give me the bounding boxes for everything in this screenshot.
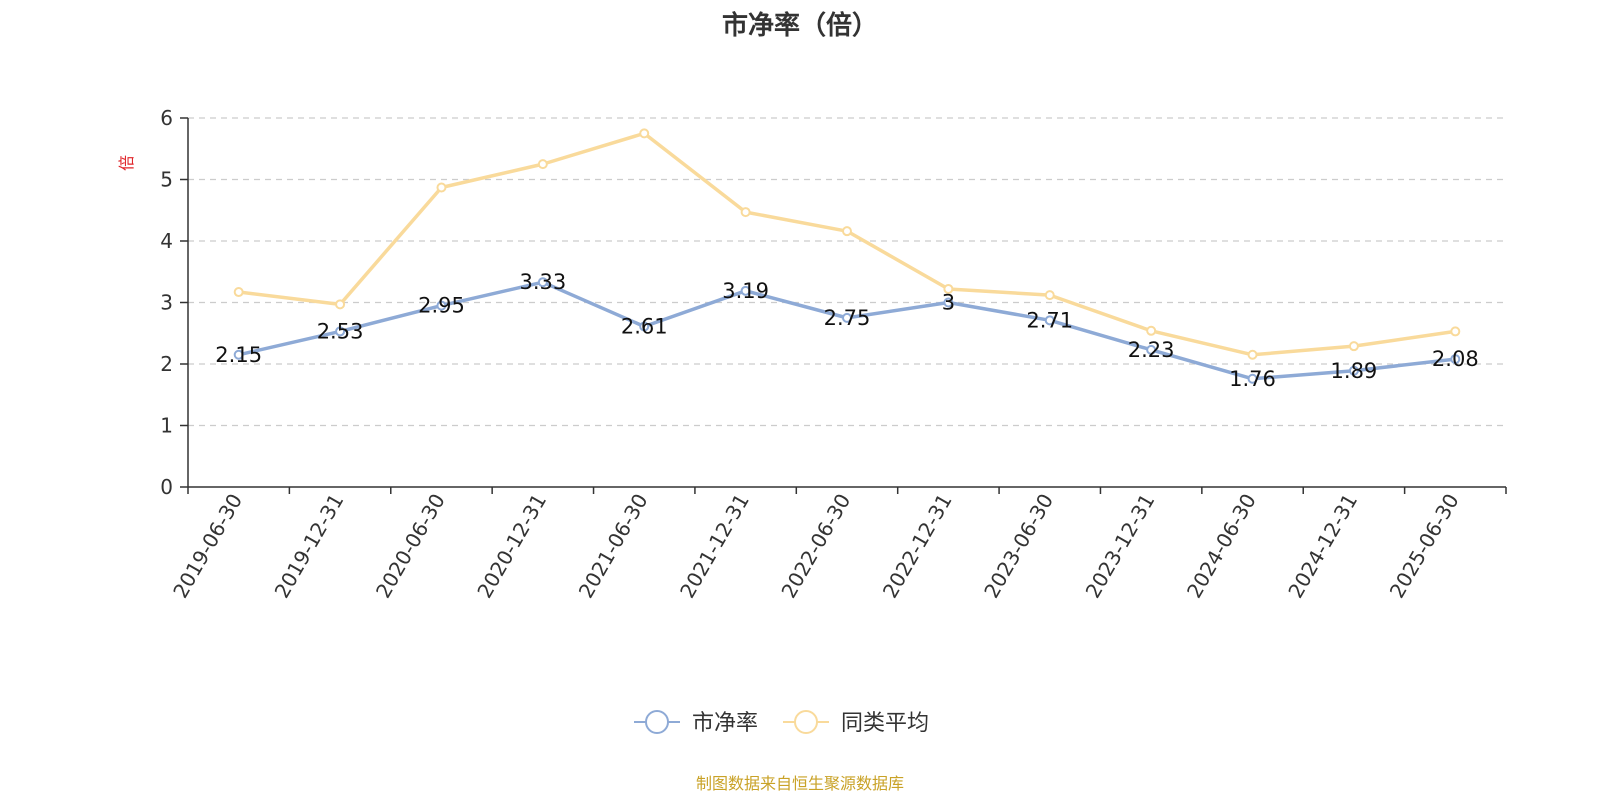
y-tick-label: 2: [160, 352, 173, 376]
legend-marker: [794, 710, 818, 734]
data-point: [537, 159, 548, 170]
data-point: [943, 283, 954, 294]
data-point: [842, 226, 852, 237]
data-point: [1044, 315, 1055, 326]
data-point: [233, 287, 244, 298]
data-point: [639, 321, 650, 332]
x-tick-label: 2020-12-31: [472, 490, 551, 603]
data-point: [740, 285, 751, 296]
data-point: [537, 277, 548, 288]
data-point: [639, 128, 650, 139]
data-label: 2.53: [317, 319, 364, 343]
x-tick-label: 2023-06-30: [979, 490, 1058, 603]
x-tick-label: 2022-06-30: [776, 490, 855, 603]
data-point: [740, 207, 751, 218]
data-point: [1450, 326, 1461, 337]
data-label: 1.76: [1229, 367, 1276, 391]
data-label: 1.89: [1331, 359, 1378, 383]
data-point: [943, 297, 954, 308]
x-tick-label: 2019-06-30: [168, 490, 247, 603]
data-label: 2.61: [621, 314, 668, 338]
y-axis-label: 倍: [117, 155, 136, 171]
data-point: [1450, 354, 1461, 365]
x-tick-label: 2025-06-30: [1385, 490, 1464, 603]
data-point: [1247, 349, 1258, 360]
y-tick-label: 5: [160, 168, 173, 192]
y-tick-label: 3: [160, 291, 173, 315]
x-tick-label: 2020-06-30: [371, 490, 450, 603]
series-2: [233, 128, 1461, 360]
legend-marker: [645, 710, 669, 734]
x-tick-label: 2022-12-31: [878, 490, 957, 603]
axes: 0 1 2 3 4 5 6 2019-06-30 2019-12-31 2020-06-30 202…: [160, 106, 1507, 603]
data-label: 2.71: [1026, 308, 1073, 332]
x-tick-label: 2021-12-31: [675, 490, 754, 603]
data-point: [436, 300, 447, 311]
data-point: [842, 312, 852, 323]
data-point: [1348, 341, 1359, 352]
series-lines: [233, 128, 1461, 384]
legend-label: 同类平均: [841, 711, 929, 736]
data-label: 3.19: [722, 279, 769, 303]
data-point: [1146, 325, 1157, 336]
x-tick-label: 2021-06-30: [574, 490, 653, 603]
x-tick-label: 2023-12-31: [1081, 490, 1160, 603]
legend-label: 市净率: [692, 711, 758, 736]
y-tick-label: 4: [160, 229, 173, 253]
x-tick-label: 2024-12-31: [1283, 490, 1362, 603]
data-labels: 2.15 2.53 2.95 3.33 2.61 3.19 2.75 3 2.71 2.23 1.7…: [215, 270, 1478, 391]
data-point: [436, 182, 447, 193]
series-1: [233, 277, 1461, 384]
y-tick-label: 1: [160, 414, 173, 438]
x-tick-label: 2024-06-30: [1182, 490, 1261, 603]
x-tick-label: 2019-12-31: [270, 490, 349, 603]
data-label: 2.95: [418, 294, 465, 318]
source-note: 制图数据来自恒生聚源数据库: [696, 774, 904, 793]
y-tick-label: 0: [160, 475, 173, 499]
data-label: 2.23: [1128, 338, 1175, 362]
chart-title: 市净率（倍）: [722, 10, 878, 41]
data-point: [335, 299, 346, 310]
y-tick-label: 6: [160, 106, 173, 130]
data-point: [233, 349, 244, 360]
data-point: [335, 326, 346, 337]
data-label: 2.15: [215, 343, 262, 367]
legend: 市净率 同类平均: [634, 710, 929, 736]
data-point: [1247, 373, 1258, 384]
data-point: [1348, 365, 1359, 376]
legend-item-2: 同类平均: [783, 710, 929, 736]
data-label: 3: [942, 291, 955, 315]
data-label: 2.75: [824, 306, 871, 330]
data-label: 2.08: [1432, 347, 1479, 371]
data-label: 3.33: [519, 270, 566, 294]
data-point: [1044, 290, 1055, 301]
data-point: [1146, 344, 1157, 355]
legend-item-1: 市净率: [634, 710, 758, 736]
grid-lines: [188, 117, 1506, 427]
